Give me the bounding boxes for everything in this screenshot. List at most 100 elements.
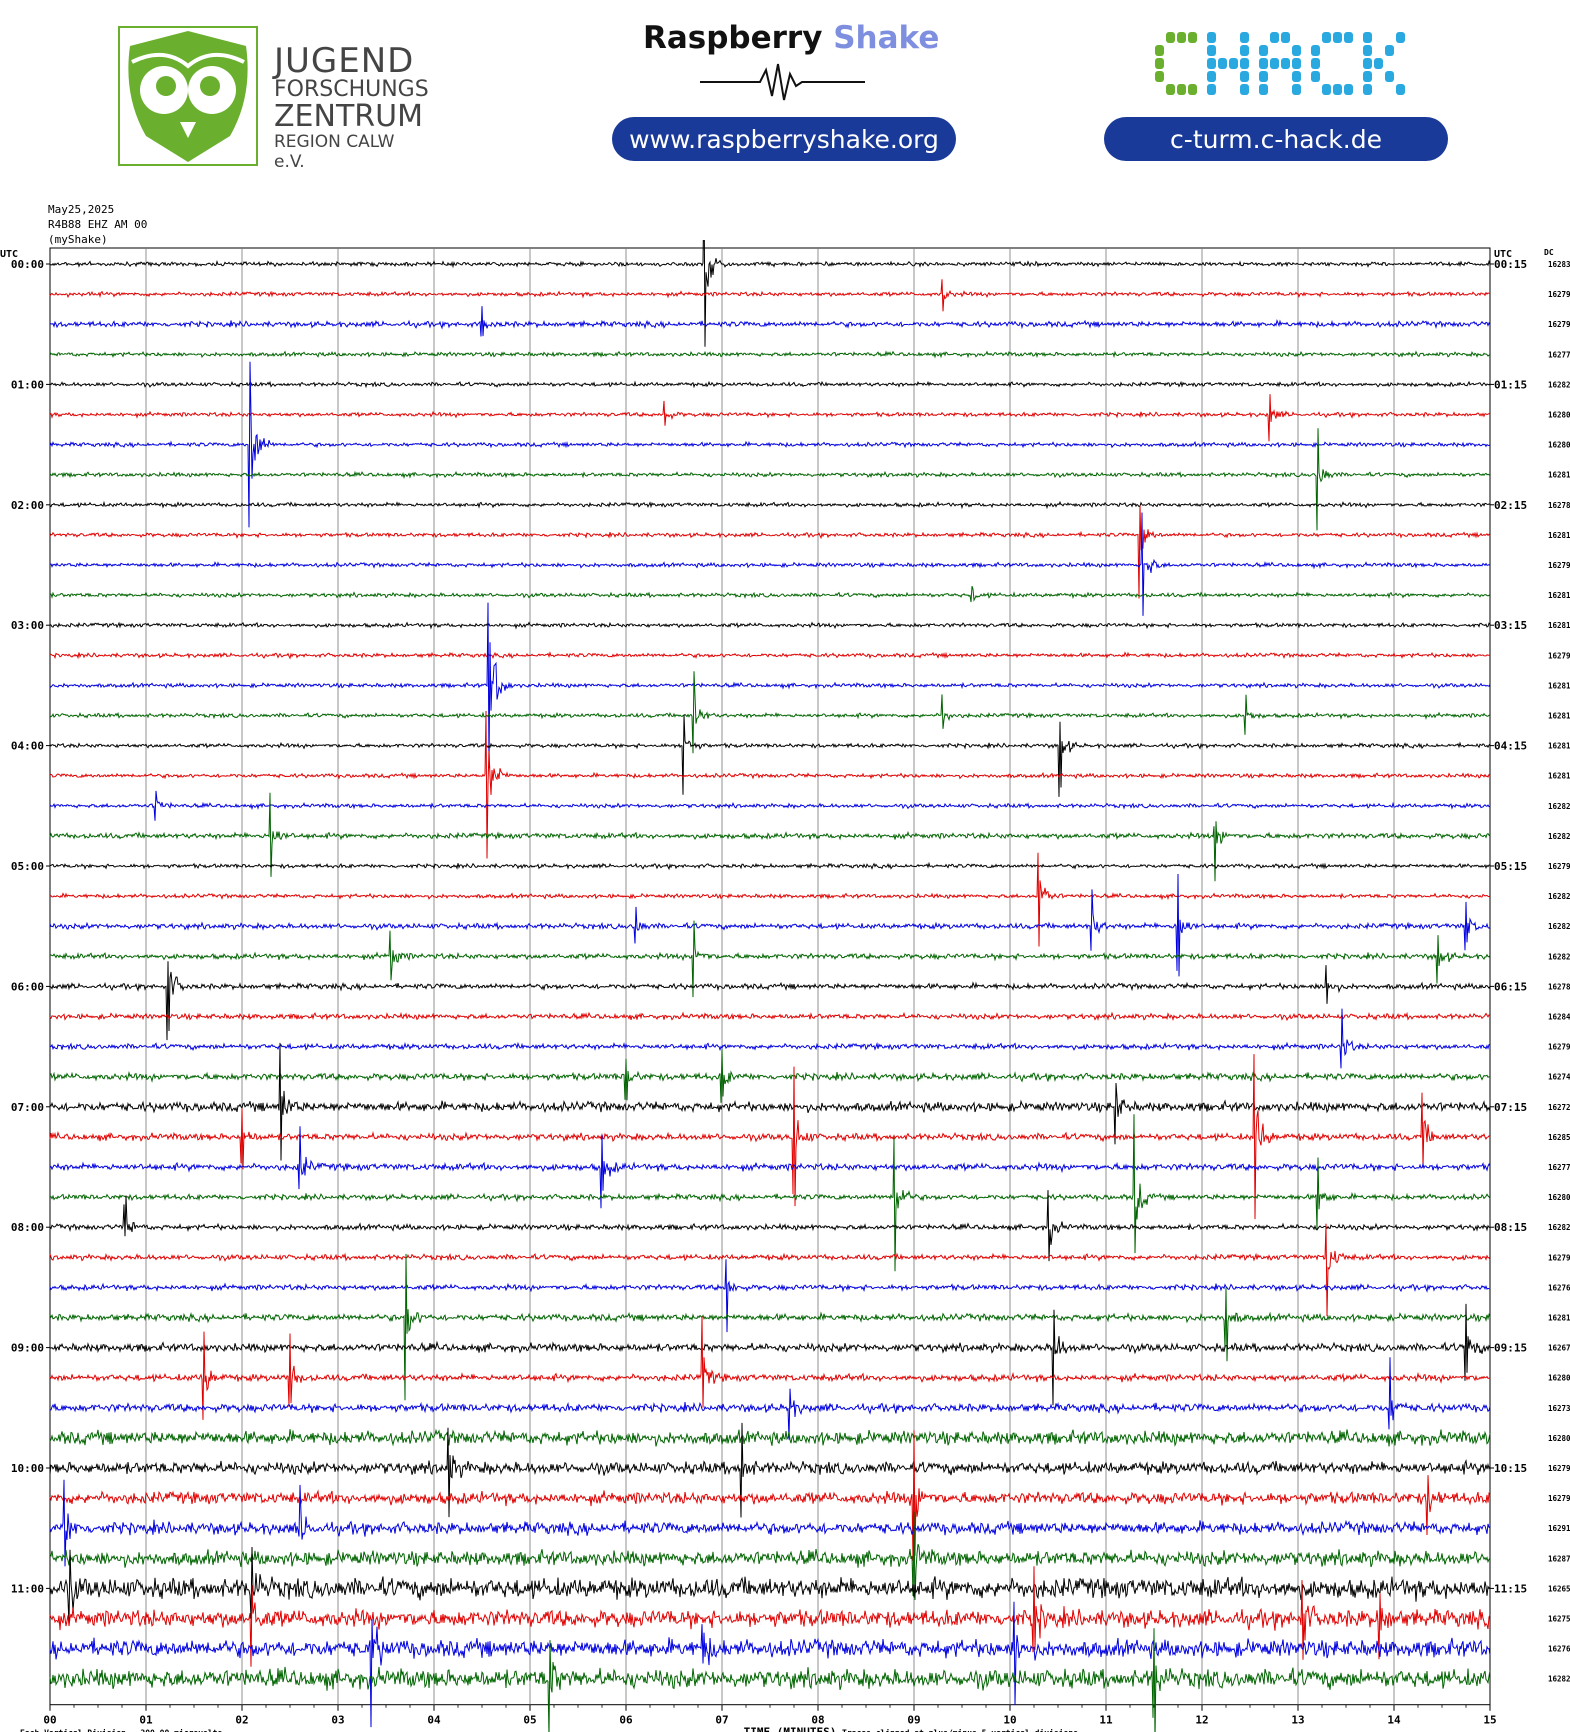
dc-value: 16280 xyxy=(1548,1374,1570,1383)
dc-value: 16279 xyxy=(1548,651,1570,660)
chack-logo-dot xyxy=(1311,45,1320,56)
jfz-logo: JUGEND FORSCHUNGS ZENTRUM REGION CALW e.… xyxy=(118,26,429,172)
chack-logo-dot xyxy=(1229,58,1238,69)
chack-logo-dot xyxy=(1207,32,1216,43)
dc-value: 16279 xyxy=(1548,862,1570,871)
seismic-trace xyxy=(49,500,1491,510)
dc-value: 16273 xyxy=(1548,1404,1570,1413)
utc-label-right: UTC xyxy=(1494,249,1512,260)
chack-logo-dot xyxy=(1155,45,1164,56)
rs-title-shake: Shake xyxy=(833,20,940,56)
dc-value: 16291 xyxy=(1548,1524,1570,1533)
seismic-trace xyxy=(49,1566,1491,1667)
chack-logo-dot xyxy=(1281,32,1290,43)
dc-value: 16279 xyxy=(1548,1043,1570,1052)
seismic-trace xyxy=(50,306,1491,337)
chack-logo-dot xyxy=(1311,71,1320,82)
jfz-wordmark: JUGEND FORSCHUNGS ZENTRUM REGION CALW e.… xyxy=(274,44,429,172)
header-banner: JUGEND FORSCHUNGS ZENTRUM REGION CALW e.… xyxy=(0,0,1570,185)
chack-logo-dot xyxy=(1166,32,1175,43)
chack-logo-dot xyxy=(1292,45,1301,56)
hour-label-left: 04:00 xyxy=(11,740,44,753)
station-info: May25,2025 R4B88 EHZ AM 00 (myShake) xyxy=(48,202,147,247)
jfz-line-1: JUGEND xyxy=(274,41,415,81)
dc-value: 16278 xyxy=(1548,982,1570,991)
hour-label-right: 04:15 xyxy=(1494,740,1527,753)
x-tick-label: 13 xyxy=(1291,1714,1304,1727)
chack-logo-dot xyxy=(1333,32,1342,43)
dc-value: 16280 xyxy=(1548,411,1570,420)
hour-label-left: 01:00 xyxy=(11,378,44,391)
chack-logo-dot xyxy=(1155,58,1164,69)
hour-label-right: 10:15 xyxy=(1494,1462,1527,1475)
hour-label-left: 08:00 xyxy=(11,1221,44,1234)
dc-value: 16284 xyxy=(1548,1013,1570,1022)
dc-value: 16282 xyxy=(1548,892,1570,901)
dc-value: 16279 xyxy=(1548,320,1570,329)
chack-logo-icon xyxy=(1155,32,1405,95)
x-tick-label: 00 xyxy=(43,1714,56,1727)
chack-logo-dot xyxy=(1259,84,1268,95)
seismic-trace xyxy=(49,1253,1491,1401)
seismic-trace xyxy=(49,961,1491,1041)
chack-logo-dot xyxy=(1207,84,1216,95)
rs-title-raspberry: Raspberry xyxy=(643,20,823,56)
hour-label-left: 05:00 xyxy=(11,860,44,873)
dc-value: 16280 xyxy=(1548,1434,1570,1443)
chack-logo-dot xyxy=(1240,84,1249,95)
chack-logo-dot xyxy=(1270,58,1279,69)
hour-label-right: 03:15 xyxy=(1494,619,1527,632)
chack-logo-dot xyxy=(1259,45,1268,56)
plot-frame xyxy=(49,247,1491,1706)
dc-value: 16279 xyxy=(1548,1494,1570,1503)
chack-logo-dot xyxy=(1207,45,1216,56)
raspberryshake-link[interactable]: www.raspberryshake.org xyxy=(612,117,956,161)
dc-value: 16281 xyxy=(1548,531,1570,540)
dc-value: 16282 xyxy=(1548,832,1570,841)
hour-label-left: 11:00 xyxy=(11,1582,44,1595)
dc-value: 16281 xyxy=(1548,681,1570,690)
chack-link[interactable]: c-turm.c-hack.de xyxy=(1104,117,1448,161)
dc-value: 16279 xyxy=(1548,290,1570,299)
x-tick-label: 06 xyxy=(619,1714,633,1727)
dc-value: 16283 xyxy=(1548,260,1570,269)
x-tick-label: 11 xyxy=(1099,1714,1113,1727)
dc-value: 16281 xyxy=(1548,712,1570,721)
x-tick-label: 01 xyxy=(139,1714,153,1727)
hour-label-left: 02:00 xyxy=(11,499,44,512)
seismic-trace xyxy=(49,505,1491,599)
seismic-trace xyxy=(49,1511,1491,1601)
chack-logo-dot xyxy=(1292,58,1301,69)
x-tick-label: 12 xyxy=(1195,1714,1208,1727)
chack-logo-dot xyxy=(1259,71,1268,82)
dc-value: 16274 xyxy=(1548,1073,1570,1082)
hour-label-right: 02:15 xyxy=(1494,499,1527,512)
seismic-trace xyxy=(49,1223,1491,1317)
chack-logo-dot xyxy=(1344,84,1353,95)
seismic-trace xyxy=(49,1259,1491,1333)
seismic-trace xyxy=(49,380,1491,389)
chack-logo-dot xyxy=(1240,71,1249,82)
dc-value: 16276 xyxy=(1548,1645,1570,1654)
seismic-trace xyxy=(49,671,1491,754)
hour-label-right: 00:15 xyxy=(1494,258,1527,271)
seismic-trace xyxy=(49,852,1491,947)
seismic-trace xyxy=(49,394,1491,442)
seismic-trace xyxy=(49,1428,1491,1447)
x-tick-label: 09 xyxy=(907,1714,920,1727)
chack-logo-dot xyxy=(1177,84,1186,95)
seismic-trace xyxy=(49,1422,1491,1518)
chack-logo-dot xyxy=(1374,58,1383,69)
dc-value: 16281 xyxy=(1548,1314,1570,1323)
seismic-trace xyxy=(49,512,1491,616)
x-tick-label: 03 xyxy=(331,1714,344,1727)
dc-value: 16267 xyxy=(1548,1344,1570,1353)
seismic-trace xyxy=(49,1479,1491,1567)
seismic-trace xyxy=(49,1546,1491,1625)
x-tick-label: 05 xyxy=(523,1714,536,1727)
x-tick-label: 10 xyxy=(1003,1714,1016,1727)
chack-logo-dot xyxy=(1363,32,1372,43)
dc-value: 16282 xyxy=(1548,1223,1570,1232)
seismic-trace xyxy=(49,861,1491,871)
jfz-line-2: FORSCHUNGS xyxy=(274,77,429,102)
